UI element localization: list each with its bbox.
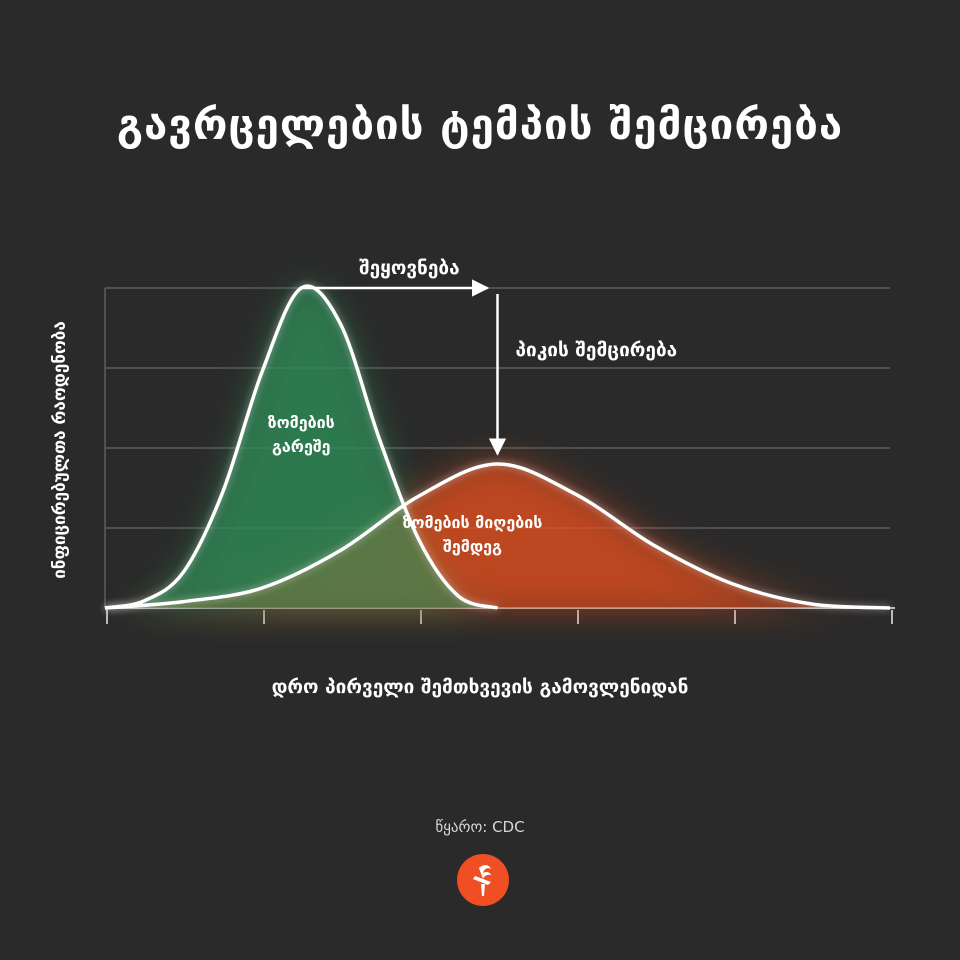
y-axis-label: ინფიცირებულთა რაოდენობა bbox=[50, 321, 70, 579]
series-area bbox=[105, 286, 498, 608]
torch-icon bbox=[457, 854, 509, 906]
chart-title: გავრცელების ტემპის შემცირება bbox=[116, 100, 844, 149]
series-label-orange: შემდეგ bbox=[443, 537, 502, 556]
series-line bbox=[104, 462, 891, 610]
peak-reduction-label: პიკის შემცირება bbox=[516, 339, 678, 361]
series-label-green: ზომების bbox=[268, 413, 335, 432]
x-axis-label: დრო პირველი შემთხვევის გამოვლენიდან bbox=[271, 676, 689, 698]
series-label-orange: ზომების მიღების bbox=[403, 513, 543, 532]
series-label-green: გარეშე bbox=[272, 437, 331, 456]
annotations: შეყოვნება პიკის შემცირება bbox=[301, 257, 678, 456]
source-label: წყარო: CDC bbox=[435, 818, 525, 836]
delay-label: შეყოვნება bbox=[359, 257, 460, 279]
series-labels: ზომების გარეშე ზომების მიღების შემდეგ bbox=[268, 413, 543, 556]
